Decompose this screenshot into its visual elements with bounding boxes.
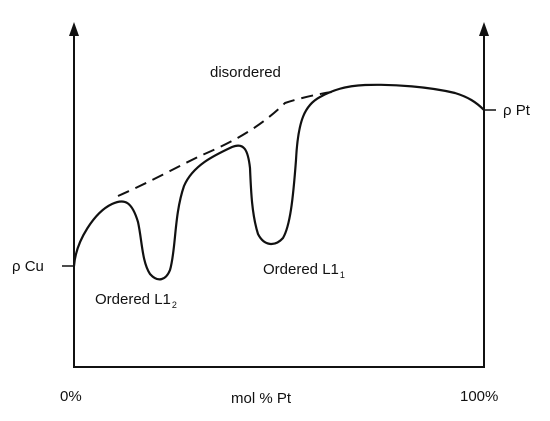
x-axis-max-label: 100%	[460, 388, 498, 405]
left-axis-arrow	[69, 22, 79, 36]
right-axis-arrow	[479, 22, 489, 36]
ordered-l12-label: Ordered L12	[95, 291, 177, 310]
ordered-l11-subscript: 1	[340, 270, 345, 280]
ordered-l11-main: Ordered L1	[263, 261, 339, 278]
x-axis-title: mol % Pt	[231, 390, 292, 407]
disordered-curve	[117, 91, 333, 197]
disordered-label: disordered	[210, 64, 281, 81]
ordered-l11-label: Ordered L11	[263, 261, 345, 280]
ordered-l12-main: Ordered L1	[95, 291, 171, 308]
rho-cu-label: ρ Cu	[12, 258, 44, 275]
ordered-curve	[72, 83, 486, 281]
rho-pt-label: ρ Pt	[503, 102, 531, 119]
x-axis-min-label: 0%	[60, 388, 82, 405]
ordered-l12-subscript: 2	[172, 300, 177, 310]
